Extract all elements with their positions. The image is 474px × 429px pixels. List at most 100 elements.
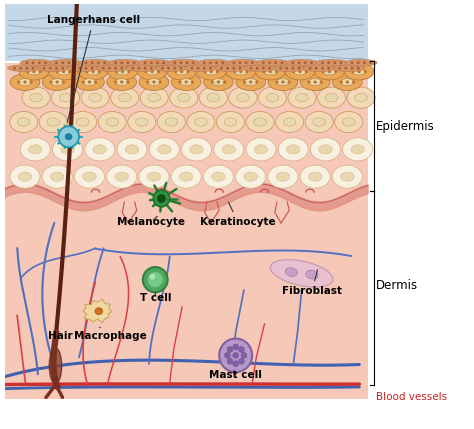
Ellipse shape	[42, 165, 72, 188]
Ellipse shape	[273, 65, 306, 72]
Ellipse shape	[125, 145, 139, 154]
Circle shape	[351, 67, 354, 69]
Ellipse shape	[47, 118, 60, 126]
Ellipse shape	[226, 63, 255, 80]
Circle shape	[275, 70, 278, 73]
Circle shape	[173, 67, 176, 69]
Ellipse shape	[49, 63, 78, 80]
Ellipse shape	[171, 165, 201, 188]
Circle shape	[292, 67, 294, 69]
Circle shape	[173, 61, 176, 64]
Ellipse shape	[27, 68, 41, 75]
Circle shape	[334, 70, 337, 73]
Circle shape	[19, 67, 22, 69]
Circle shape	[345, 67, 347, 69]
Circle shape	[269, 70, 272, 73]
FancyBboxPatch shape	[5, 4, 368, 61]
Ellipse shape	[53, 138, 82, 161]
Circle shape	[216, 70, 219, 73]
Ellipse shape	[355, 94, 367, 102]
Ellipse shape	[332, 165, 363, 188]
Ellipse shape	[214, 65, 246, 72]
Circle shape	[239, 70, 243, 73]
Ellipse shape	[149, 138, 179, 161]
Ellipse shape	[157, 145, 171, 154]
Ellipse shape	[266, 94, 279, 102]
Ellipse shape	[51, 79, 64, 85]
Circle shape	[144, 61, 146, 64]
Circle shape	[186, 70, 190, 73]
Ellipse shape	[18, 118, 30, 126]
Circle shape	[91, 67, 94, 69]
Ellipse shape	[146, 68, 159, 75]
Circle shape	[91, 70, 95, 73]
Circle shape	[249, 80, 252, 84]
Ellipse shape	[301, 74, 330, 91]
Ellipse shape	[167, 63, 197, 80]
Ellipse shape	[224, 118, 237, 126]
Circle shape	[158, 80, 162, 84]
Ellipse shape	[180, 79, 193, 85]
Ellipse shape	[264, 68, 277, 75]
Text: Fibroblast: Fibroblast	[282, 270, 342, 296]
Circle shape	[62, 70, 65, 73]
Circle shape	[321, 67, 324, 69]
Circle shape	[120, 67, 123, 69]
Circle shape	[67, 61, 70, 64]
Circle shape	[275, 80, 278, 84]
Circle shape	[245, 61, 247, 64]
Circle shape	[327, 61, 330, 64]
Circle shape	[143, 267, 168, 292]
Ellipse shape	[165, 118, 178, 126]
Ellipse shape	[283, 118, 296, 126]
Circle shape	[226, 67, 229, 69]
Ellipse shape	[306, 270, 318, 279]
Circle shape	[203, 70, 207, 73]
Text: T cell: T cell	[139, 292, 171, 303]
Circle shape	[55, 61, 58, 64]
Circle shape	[157, 70, 160, 73]
Circle shape	[223, 80, 226, 84]
Ellipse shape	[82, 172, 96, 181]
Ellipse shape	[212, 79, 225, 85]
Ellipse shape	[81, 87, 109, 108]
Ellipse shape	[109, 59, 141, 66]
Ellipse shape	[61, 145, 74, 154]
Ellipse shape	[285, 268, 298, 276]
Circle shape	[149, 274, 155, 280]
Circle shape	[238, 67, 241, 69]
Circle shape	[262, 61, 265, 64]
Ellipse shape	[195, 118, 207, 126]
Ellipse shape	[28, 145, 42, 154]
Ellipse shape	[333, 74, 362, 91]
Circle shape	[369, 61, 372, 64]
Circle shape	[84, 67, 88, 69]
Ellipse shape	[315, 63, 344, 80]
Circle shape	[319, 80, 323, 84]
Ellipse shape	[52, 87, 80, 108]
Ellipse shape	[237, 94, 249, 102]
Circle shape	[84, 61, 88, 64]
Circle shape	[268, 67, 271, 69]
Circle shape	[292, 70, 295, 73]
Ellipse shape	[246, 112, 274, 133]
Circle shape	[26, 70, 29, 73]
Ellipse shape	[147, 172, 161, 181]
Ellipse shape	[107, 74, 137, 91]
Circle shape	[227, 347, 233, 352]
Ellipse shape	[118, 94, 131, 102]
Circle shape	[352, 80, 355, 84]
Ellipse shape	[313, 118, 326, 126]
Ellipse shape	[107, 165, 137, 188]
Circle shape	[209, 61, 212, 64]
Text: Epidermis: Epidermis	[376, 120, 435, 133]
Text: Blood vessels: Blood vessels	[376, 393, 447, 402]
Circle shape	[55, 70, 59, 73]
Circle shape	[73, 61, 76, 64]
Ellipse shape	[278, 138, 308, 161]
Circle shape	[32, 67, 35, 69]
Circle shape	[203, 67, 206, 69]
Circle shape	[133, 61, 136, 64]
Ellipse shape	[342, 118, 355, 126]
Ellipse shape	[197, 59, 229, 66]
